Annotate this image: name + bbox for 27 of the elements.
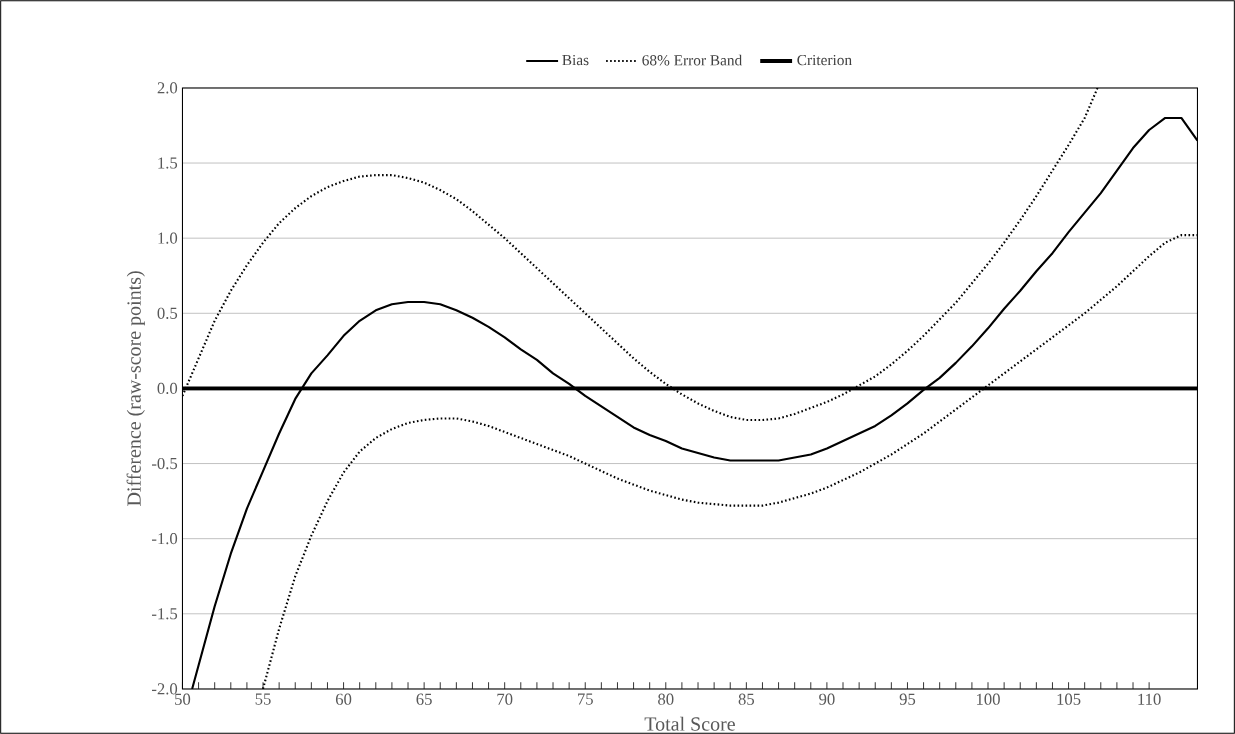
x-axis-title: Total Score	[644, 716, 735, 731]
y-tick-label: 0.5	[157, 307, 178, 319]
y-tick-label: 0.0	[157, 382, 178, 395]
legend-label: Criterion	[797, 54, 852, 66]
x-tick-label: 105	[1057, 693, 1081, 705]
y-tick-label: -1.5	[152, 608, 178, 620]
x-tick-label: 95	[899, 693, 916, 705]
legend-label: 68% Error Band	[642, 54, 743, 66]
x-tick-label: 100	[976, 693, 1000, 705]
x-tick-label: 85	[738, 693, 755, 705]
y-axis-title: Difference (raw-score points)	[126, 271, 145, 506]
x-tick-label: 90	[819, 693, 835, 705]
x-tick-label: 55	[255, 693, 271, 705]
y-tick-label: -1.0	[152, 533, 178, 545]
y-tick-label: 2.0	[157, 82, 178, 94]
legend-label: Bias	[562, 54, 589, 66]
y-tick-label: -0.5	[152, 457, 178, 470]
x-tick-label: 80	[658, 693, 674, 705]
x-tick-label: 65	[416, 693, 432, 705]
x-tick-label: 110	[1138, 693, 1161, 705]
y-tick-label: -2.0	[152, 683, 178, 695]
x-tick-label: 75	[578, 693, 593, 705]
x-tick-label: 70	[497, 693, 513, 705]
x-tick-label: 50	[175, 693, 191, 705]
x-tick-label: 60	[335, 693, 352, 705]
y-tick-label: 1.0	[158, 232, 178, 244]
y-tick-label: 1.5	[158, 157, 178, 169]
